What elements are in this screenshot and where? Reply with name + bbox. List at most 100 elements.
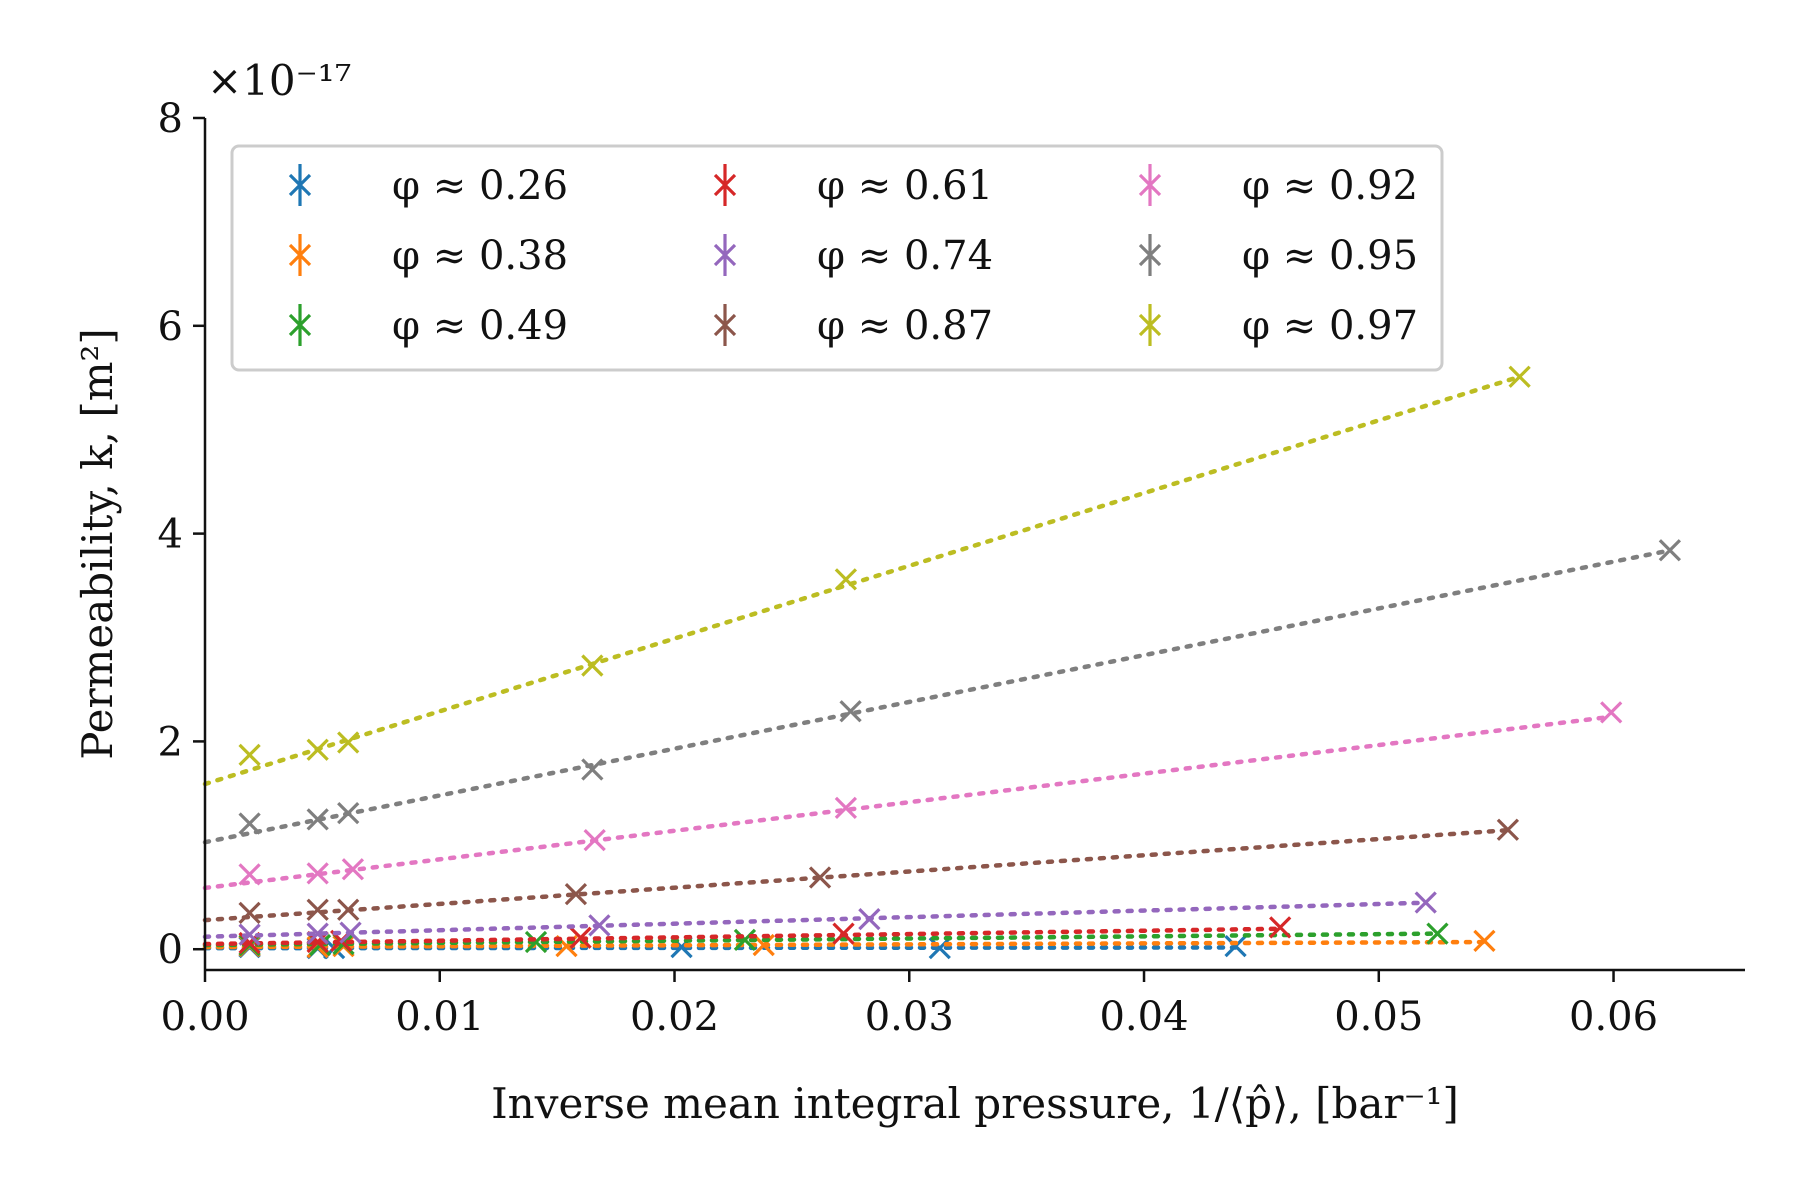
data-point <box>306 922 329 945</box>
data-point <box>238 743 261 767</box>
legend-entry: φ ≈ 0.97 <box>1138 303 1418 349</box>
data-point <box>1658 539 1682 562</box>
fit-line <box>202 900 1428 940</box>
series-5 <box>202 891 1437 946</box>
x-tick-label: 0.06 <box>1569 994 1658 1040</box>
data-point <box>569 926 592 949</box>
legend-marker <box>1138 243 1162 267</box>
data-point <box>1473 929 1496 953</box>
data-point <box>337 731 360 754</box>
data-point <box>928 937 951 960</box>
legend-entry: φ ≈ 0.74 <box>713 233 993 279</box>
legend-entry: φ ≈ 0.87 <box>713 303 993 349</box>
y-tick-label: 0 <box>158 927 183 973</box>
x-tick-label: 0.02 <box>630 994 719 1040</box>
data-point <box>832 922 855 945</box>
x-tick-label: 0.05 <box>1334 994 1423 1040</box>
data-point <box>337 898 360 921</box>
data-point <box>733 928 757 951</box>
data-point <box>839 700 862 723</box>
legend-label: φ ≈ 0.97 <box>1242 303 1418 349</box>
data-point <box>1414 891 1437 914</box>
legend-label: φ ≈ 0.87 <box>817 303 993 349</box>
legend-entry: φ ≈ 0.61 <box>713 163 993 209</box>
data-point <box>581 654 604 677</box>
data-point <box>834 568 858 591</box>
legend-marker <box>1138 313 1162 337</box>
fit-line <box>202 939 1487 950</box>
legend-label: φ ≈ 0.61 <box>817 163 993 209</box>
series-9 <box>202 365 1531 787</box>
y-axis-title: Permeability, k, [m²] <box>73 328 122 760</box>
legend: φ ≈ 0.26 φ ≈ 0.38 φ ≈ 0.49 φ ≈ 0.61 φ ≈ 0.74… <box>230 144 1444 372</box>
legend-marker <box>713 173 737 197</box>
x-tick-label: 0.01 <box>395 994 484 1040</box>
y-tick-label: 8 <box>158 96 183 142</box>
legend-entry: φ ≈ 0.92 <box>1138 163 1418 209</box>
x-tick-label: 0.03 <box>865 994 954 1040</box>
data-point <box>808 866 832 889</box>
legend-label: φ ≈ 0.38 <box>392 233 568 279</box>
y-tick-label: 2 <box>158 719 183 765</box>
data-point <box>1600 701 1623 724</box>
data-point <box>583 828 606 852</box>
data-point <box>306 898 329 921</box>
data-point <box>564 883 588 906</box>
data-point <box>339 921 362 944</box>
data-point <box>238 863 261 886</box>
legend-marker <box>713 243 737 267</box>
data-point <box>306 862 329 885</box>
data-point <box>238 901 261 924</box>
data-point <box>1508 365 1531 388</box>
fit-line <box>202 931 1440 948</box>
x-axis-title: Inverse mean integral pressure, 1/⟨p̂⟩, … <box>491 1079 1459 1128</box>
legend-marker <box>288 313 312 337</box>
legend-box <box>230 144 1444 372</box>
legend-label: φ ≈ 0.49 <box>392 303 568 349</box>
data-point <box>834 796 858 820</box>
y-tick-label: 6 <box>158 304 183 350</box>
data-point <box>1224 934 1247 958</box>
data-point <box>581 758 604 781</box>
series-7 <box>202 701 1623 891</box>
data-point <box>341 858 365 881</box>
fit-line <box>202 926 1283 947</box>
plot-area <box>202 365 1682 960</box>
legend-marker <box>713 313 737 337</box>
data-point <box>306 738 329 761</box>
legend-marker <box>1138 173 1162 197</box>
legend-marker <box>288 173 312 197</box>
legend-entry: φ ≈ 0.49 <box>288 303 568 349</box>
fit-line <box>202 548 1673 845</box>
data-point <box>337 801 360 825</box>
legend-entry: φ ≈ 0.95 <box>1138 233 1418 279</box>
data-point <box>752 933 775 957</box>
data-point <box>858 907 881 931</box>
legend-marker <box>288 243 312 267</box>
data-point <box>588 914 611 937</box>
axes: 0.00 0.01 0.02 0.03 0.04 0.05 0.06 0 2 4 6 8 ×10⁻¹⁷ I… <box>73 56 1745 1128</box>
legend-label: φ ≈ 0.26 <box>392 163 568 209</box>
data-point <box>1269 916 1292 939</box>
legend-entry: φ ≈ 0.26 <box>288 163 568 209</box>
data-point <box>306 808 329 831</box>
y-tick-label: 4 <box>158 512 183 558</box>
data-point <box>1426 922 1449 945</box>
data-point <box>1496 818 1520 841</box>
fit-line <box>202 714 1614 891</box>
fit-line <box>202 827 1511 923</box>
series-6 <box>202 818 1520 924</box>
fit-line <box>202 374 1522 787</box>
y-scale-label: ×10⁻¹⁷ <box>207 56 351 105</box>
legend-label: φ ≈ 0.74 <box>817 233 993 279</box>
data-point <box>238 923 261 946</box>
legend-label: φ ≈ 0.92 <box>1242 163 1418 209</box>
data-point <box>238 812 261 835</box>
legend-entry: φ ≈ 0.38 <box>288 233 568 279</box>
legend-label: φ ≈ 0.95 <box>1242 233 1418 279</box>
data-point <box>524 930 548 954</box>
x-tick-label: 0.00 <box>160 994 249 1040</box>
series-8 <box>202 539 1682 845</box>
x-tick-label: 0.04 <box>1099 994 1188 1040</box>
